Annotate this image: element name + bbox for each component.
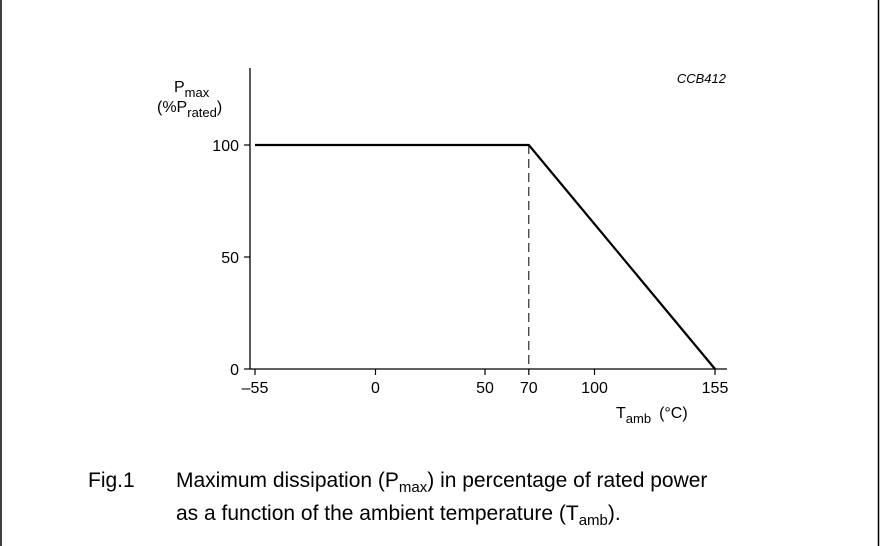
- caption-number: Fig.1: [88, 469, 135, 492]
- y-tick-label: 100: [212, 138, 239, 155]
- x-tick-label: 70: [520, 380, 538, 397]
- axes: [249, 68, 727, 370]
- caption-line1-post: ) in percentage of rated power: [427, 469, 708, 492]
- y-axis-label-line1: Pmax: [174, 79, 210, 100]
- caption-line2-post: ).: [607, 502, 621, 525]
- caption-line2-pre: as a function of the ambient temperature…: [176, 502, 579, 525]
- labels: CCB412 Pmax (%Prated) Tamb (°C): [157, 71, 727, 426]
- y-axis-label-line2: (%Prated): [157, 99, 222, 120]
- x-axis-label: Tamb (°C): [616, 405, 688, 426]
- x-tick-label: 100: [581, 380, 608, 397]
- x-tick-label: 0: [371, 380, 380, 397]
- caption-line1-pre: Maximum dissipation (P: [176, 469, 399, 492]
- chart-code: CCB412: [677, 71, 727, 86]
- y-tick-label: 0: [230, 362, 239, 379]
- y-tick-label: 50: [221, 250, 239, 267]
- x-tick-label: 50: [476, 380, 494, 397]
- caption-line1-sub: max: [398, 479, 428, 496]
- marks: [255, 143, 716, 370]
- series-line: [255, 143, 716, 370]
- x-tick-label: 155: [702, 380, 729, 397]
- x-tick-label: –55: [242, 380, 269, 397]
- caption-line2: as a function of the ambient temperature…: [176, 497, 621, 531]
- caption-line1: Maximum dissipation (Pmax) in percentage…: [176, 464, 707, 498]
- caption-line2-sub: amb: [578, 512, 608, 529]
